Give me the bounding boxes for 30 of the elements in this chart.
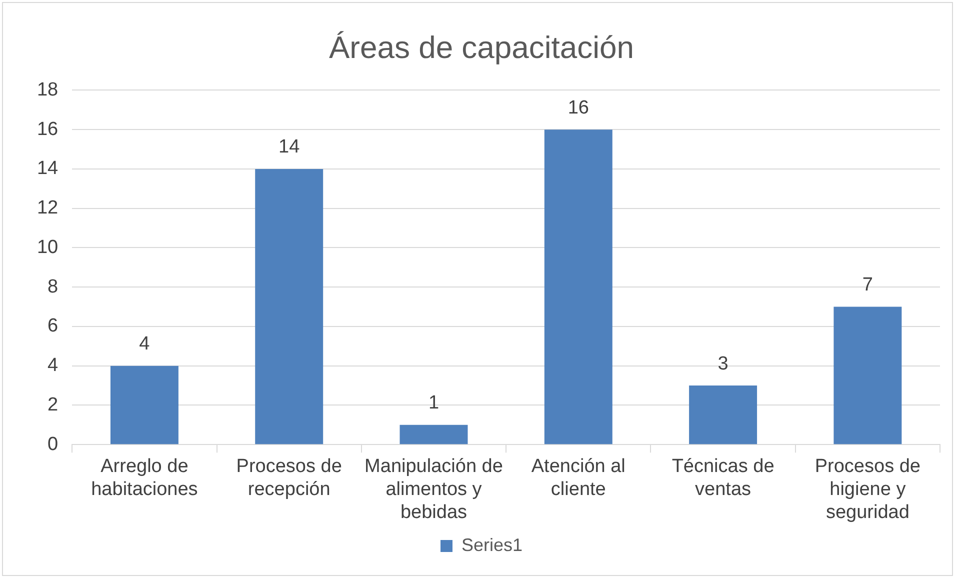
bar	[834, 306, 902, 444]
y-tick-label: 6	[48, 316, 58, 337]
data-label: 7	[862, 274, 873, 296]
y-tick-label: 4	[48, 355, 59, 376]
y-tick-label: 10	[36, 236, 58, 258]
data-label: 3	[718, 353, 728, 374]
x-tick-label: Atención al cliente	[531, 456, 626, 500]
bar	[400, 424, 468, 444]
y-tick-label: 8	[48, 276, 58, 298]
data-label: 1	[428, 392, 440, 414]
bar	[255, 168, 324, 444]
x-tick-label: Procesos de recepción	[236, 456, 342, 500]
x-tick-label: Procesos de higiene y seguridad	[814, 456, 920, 523]
legend-label: Series1	[461, 534, 523, 555]
bar	[110, 366, 178, 444]
chart-title: Áreas de capacitación	[328, 30, 634, 66]
bar	[544, 130, 612, 444]
y-tick-label: 0	[48, 434, 58, 455]
y-tick-label: 18	[36, 79, 58, 100]
y-tick-label: 14	[36, 158, 59, 180]
data-label: 16	[568, 97, 589, 118]
data-label: 4	[139, 334, 150, 355]
y-tick-label: 16	[36, 118, 58, 140]
x-tick-label: Técnicas de ventas	[672, 456, 774, 500]
y-tick-label: 12	[36, 198, 58, 219]
y-tick-label: 2	[48, 394, 58, 416]
data-label: 14	[278, 136, 300, 158]
x-tick-label: Arreglo de habitaciones	[91, 456, 198, 500]
bar	[689, 386, 758, 444]
x-tick-label: Manipulación de alimentos y bebidas	[364, 456, 503, 523]
